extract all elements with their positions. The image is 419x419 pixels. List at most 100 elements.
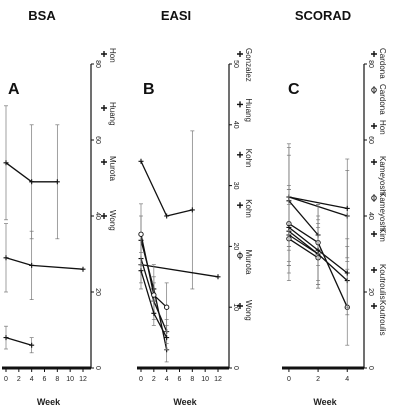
y-tick-label: 20 <box>367 288 374 296</box>
series-line <box>288 200 319 236</box>
y-tick-label: 80 <box>94 60 101 68</box>
series-6 <box>138 252 170 351</box>
series-line <box>288 196 348 210</box>
legend-label: Cardona <box>378 48 387 79</box>
legend-item: Kameyoshi <box>371 192 387 232</box>
data-point <box>164 335 170 341</box>
data-point <box>151 310 157 316</box>
legend-item: Murota <box>237 250 253 275</box>
legend-marker <box>371 51 377 57</box>
panel-title: BSA <box>28 8 56 23</box>
data-point <box>164 304 170 310</box>
panel-scorad: SCORAD C 0 20 40 60 80 0 2 4 Week Cardona Cardona Hon… <box>282 8 387 407</box>
data-point <box>3 335 9 341</box>
legend-marker <box>371 267 377 273</box>
data-point <box>344 205 350 211</box>
y-tick-label: 60 <box>94 136 101 144</box>
x-tick-label: 6 <box>43 376 47 383</box>
legend-item: Kim <box>371 228 387 242</box>
legend-item: Koutroulis <box>371 300 387 336</box>
data-point <box>29 179 35 185</box>
x-tick-label: 2 <box>316 376 320 383</box>
data-point <box>3 160 9 166</box>
legend-marker <box>237 151 243 158</box>
legend-label: Huang <box>244 98 253 122</box>
legend-marker <box>237 303 243 309</box>
legend-label: Wong <box>108 210 117 231</box>
x-axis-label: Week <box>173 397 197 407</box>
legend-label: Hon <box>378 120 387 135</box>
panel-bsa: BSA A 0 20 40 60 80 0 2 4 6 8 10 12 Week Hon Huang Murota… <box>2 8 117 407</box>
legend-label: Koutroulis <box>378 264 387 300</box>
legend-label: Kim <box>378 228 387 242</box>
data-point <box>29 262 35 268</box>
x-tick-label: 4 <box>165 376 169 383</box>
y-tick-label: 50 <box>232 60 239 68</box>
legend-item: Gonzalez <box>237 48 253 82</box>
legend-marker <box>101 105 107 111</box>
x-axis-label: Week <box>37 397 61 407</box>
y-tick-label: 20 <box>232 243 239 251</box>
data-point <box>151 292 157 298</box>
x-tick-label: 0 <box>139 376 143 383</box>
legend-label: Murota <box>108 156 117 181</box>
legend-label: Hon <box>108 48 117 63</box>
panel-easi: EASI B 0 10 20 30 40 50 0 2 4 6 8 10 12 Week Gonzalez Hua… <box>137 8 253 407</box>
data-point <box>286 224 292 230</box>
y-tick-label: 0 <box>94 366 101 370</box>
legend-label: Koutroulis <box>378 300 387 336</box>
legend-label: Huang <box>108 102 117 126</box>
series-line <box>288 234 319 255</box>
legend-item: Huang <box>237 98 253 122</box>
legend-item: Wong <box>237 300 253 321</box>
x-tick-label: 10 <box>201 376 209 383</box>
y-tick-label: 0 <box>232 366 239 370</box>
x-tick-label: 4 <box>30 376 34 383</box>
data-point <box>29 342 35 348</box>
legend-label: Gonzalez <box>244 48 253 82</box>
series-2 <box>3 223 86 300</box>
x-tick-label: 8 <box>55 376 59 383</box>
data-point <box>138 268 144 274</box>
x-tick-label: 4 <box>345 376 349 383</box>
x-tick-label: 8 <box>190 376 194 383</box>
legend-item: Hon <box>371 120 387 135</box>
x-tick-label: 2 <box>152 376 156 383</box>
y-tick-label: 80 <box>367 60 374 68</box>
legend-item: Huang <box>101 102 117 126</box>
series-3 <box>3 325 35 354</box>
data-point <box>138 158 144 164</box>
legend-item: Hon <box>101 48 117 63</box>
series-line <box>288 238 319 259</box>
y-tick-label: 40 <box>94 212 101 220</box>
data-point <box>344 270 350 276</box>
legend-marker <box>371 123 377 129</box>
legend-label: Kohn <box>244 149 253 168</box>
data-point <box>138 231 144 237</box>
x-tick-label: 2 <box>17 376 21 383</box>
series-line <box>140 161 193 217</box>
x-tick-label: 0 <box>4 376 8 383</box>
series-8 <box>286 189 350 308</box>
series-line <box>140 263 219 278</box>
legend-marker <box>101 159 107 165</box>
legend-item: Koutroulis <box>371 264 387 300</box>
x-tick-label: 0 <box>287 376 291 383</box>
legend-label: Kameyoshi <box>378 156 387 196</box>
legend-item: Murota <box>101 156 117 181</box>
legend-item: Cardona <box>371 84 387 115</box>
x-tick-label: 10 <box>66 376 74 383</box>
legend-label: Kameyoshi <box>378 192 387 232</box>
panel-title: EASI <box>161 8 191 23</box>
y-tick-label: 0 <box>367 366 374 370</box>
legend-item: Kohn <box>237 199 253 218</box>
data-point <box>215 274 221 280</box>
panel-title: SCORAD <box>295 8 351 23</box>
series-line <box>5 257 84 270</box>
data-point <box>80 266 86 272</box>
legend-label: Cardona <box>378 84 387 115</box>
data-point <box>54 179 60 185</box>
series-line <box>5 336 32 346</box>
legend-item: Wong <box>101 210 117 231</box>
